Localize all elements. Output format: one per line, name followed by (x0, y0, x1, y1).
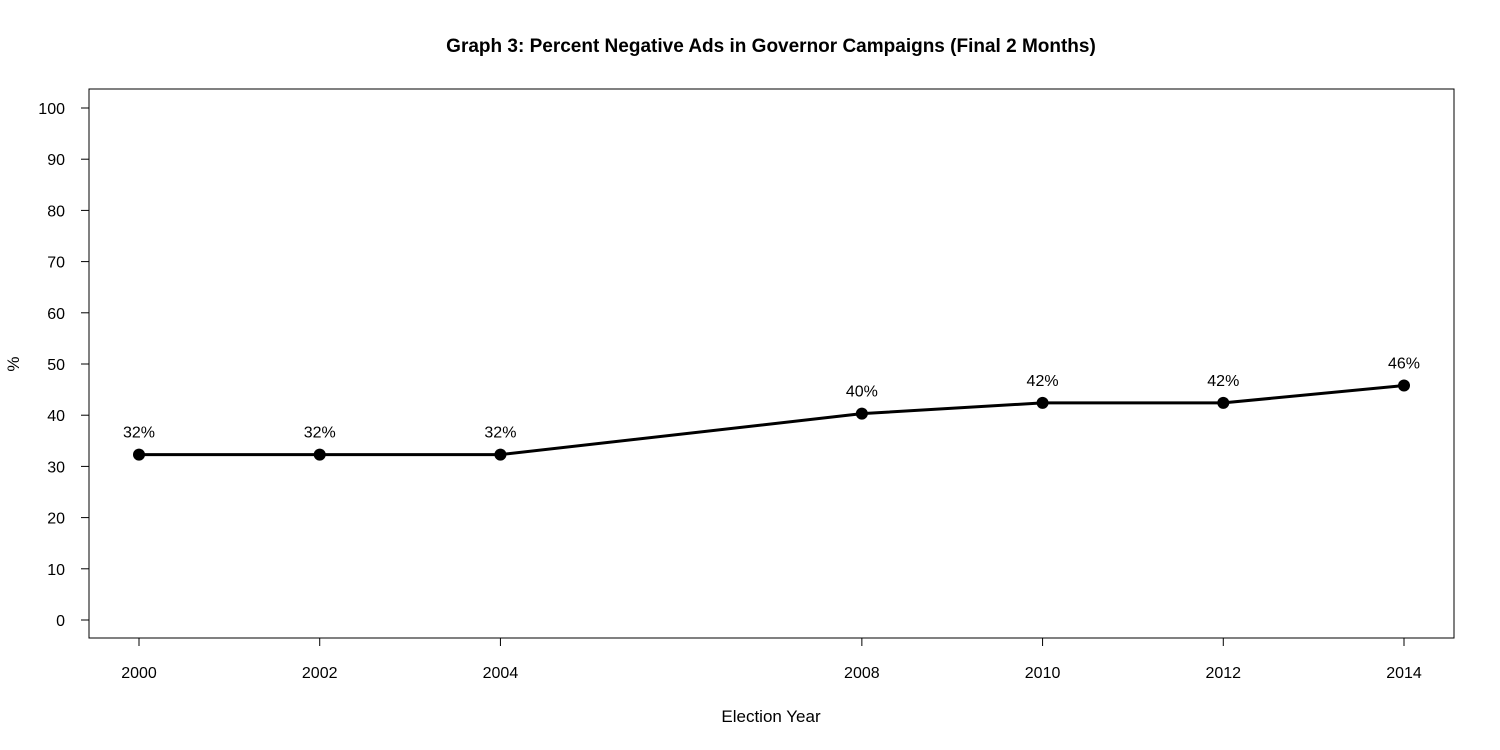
y-tick-label: 90 (47, 152, 65, 169)
data-point (1217, 396, 1230, 409)
y-tick-label: 20 (47, 511, 65, 528)
y-tick-label: 50 (47, 357, 65, 374)
y-tick-label: 10 (47, 562, 65, 579)
data-point (494, 448, 507, 461)
series-layer: 32% 32% 32% 40% 42% 42% 46% (123, 356, 1420, 461)
data-label: 40% (846, 384, 878, 401)
y-tick-label: 80 (47, 203, 65, 220)
x-tick-label: 2010 (1025, 665, 1061, 682)
chart-title: Graph 3: Percent Negative Ads in Governo… (446, 36, 1096, 57)
x-tick-label: 2014 (1386, 665, 1422, 682)
x-tick-label: 2000 (121, 665, 157, 682)
x-tick-label: 2002 (302, 665, 338, 682)
x-axis-label: Election Year (721, 707, 821, 726)
data-point (855, 407, 868, 420)
y-axis: 0 10 20 30 40 50 60 70 80 90 100 (38, 101, 89, 630)
data-point (133, 448, 145, 461)
data-label: 32% (484, 425, 516, 442)
plot-frame (88, 88, 1455, 639)
data-label: 46% (1388, 356, 1420, 373)
x-tick-label: 2008 (844, 665, 880, 682)
data-point (313, 448, 326, 461)
y-tick-label: 70 (47, 255, 65, 272)
y-axis-label: % (4, 356, 23, 371)
x-axis: 2000 2002 2004 2008 2010 2012 2014 (121, 638, 1422, 682)
x-tick-label: 2004 (483, 665, 519, 682)
y-tick-label: 0 (56, 613, 65, 630)
y-tick-label: 40 (47, 408, 65, 425)
data-label: 32% (123, 425, 155, 442)
data-label: 32% (304, 425, 336, 442)
data-point (1036, 396, 1049, 409)
x-tick-label: 2012 (1205, 665, 1241, 682)
y-tick-label: 60 (47, 306, 65, 323)
y-tick-label: 100 (38, 101, 65, 118)
series-line (139, 384, 1405, 457)
data-label: 42% (1207, 373, 1239, 390)
y-tick-label: 30 (47, 459, 65, 476)
data-label: 42% (1027, 373, 1059, 390)
data-point (1398, 379, 1410, 392)
